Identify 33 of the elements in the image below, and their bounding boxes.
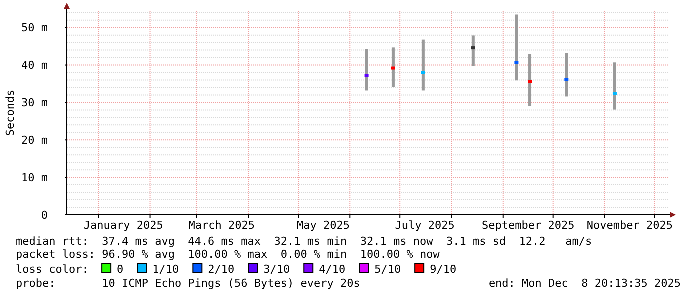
y-tick-label: 40 m	[22, 59, 48, 72]
point	[391, 66, 396, 70]
text: end: Mon Dec 8 20:13:35 2025	[488, 277, 681, 290]
point	[364, 74, 369, 78]
point	[528, 80, 532, 84]
x-tick-label: May 2025	[297, 219, 350, 232]
x-tick-label: November 2025	[586, 219, 673, 232]
legend-title: loss color:	[16, 263, 89, 276]
legend-label: 3/10	[264, 263, 290, 276]
y-tick-label: 0	[41, 208, 48, 222]
point	[612, 92, 617, 96]
legend-label: 4/10	[319, 263, 346, 276]
x-tick-label: July 2025	[395, 219, 455, 232]
point	[421, 71, 426, 74]
legend-label: 9/10	[430, 263, 457, 276]
y-axis-title: Seconds	[4, 90, 17, 136]
y-tick-label: 30 m	[22, 96, 48, 110]
y-tick-label: 20 m	[22, 134, 48, 147]
x-tick-label: March 2025	[188, 219, 256, 232]
text: median rtt: 37.4 ms avg 44.6 ms max 32.1 ms min 32.1 ms now 3.1 ms sd 12.2 am/s	[16, 235, 592, 248]
y-tick-label: 50 m	[22, 22, 48, 35]
text: packet loss: 96.90 % avg 100.00 % max 0.00 % min 100.00 % now	[16, 248, 440, 261]
point	[564, 78, 569, 82]
point	[471, 46, 476, 50]
y-tick-label: 10 m	[22, 171, 48, 184]
point	[514, 61, 519, 64]
legend-label: 2/10	[208, 263, 235, 276]
x-tick-label: September 2025	[482, 219, 575, 232]
legend-label: 1/10	[152, 263, 180, 276]
legend-label: 5/10	[374, 263, 402, 276]
text: probe: 10 ICMP Echo Pings (56 Bytes) every 20s	[16, 277, 360, 290]
legend-label: 0	[117, 263, 124, 276]
x-tick-label: January 2025	[84, 219, 164, 232]
